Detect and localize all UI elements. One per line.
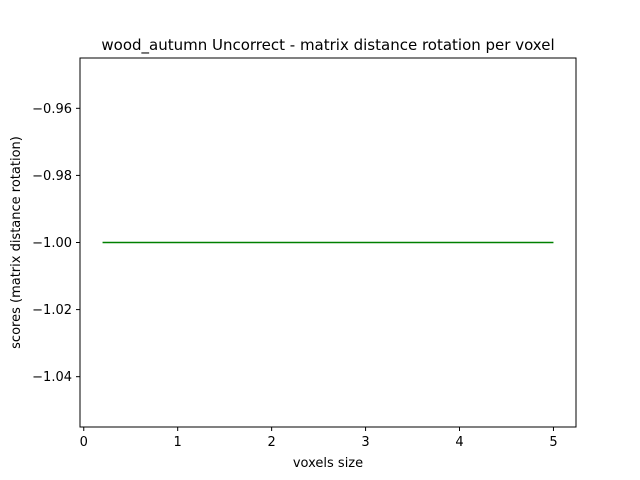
- x-axis-label: voxels size: [293, 456, 363, 471]
- y-axis-label: scores (matrix distance rotation): [9, 136, 24, 349]
- x-tick-label: 5: [549, 435, 557, 450]
- y-tick-label: −0.98: [32, 169, 72, 184]
- x-axis-ticks: 0 1 2 3 4 5: [80, 427, 558, 450]
- y-tick-label: −1.02: [32, 303, 72, 318]
- chart-title: wood_autumn Uncorrect - matrix distance …: [101, 36, 554, 55]
- y-tick-label: −0.96: [32, 102, 72, 117]
- x-tick-label: 0: [80, 435, 88, 450]
- y-tick-label: −1.00: [32, 236, 72, 251]
- y-tick-label: −1.04: [32, 370, 72, 385]
- x-tick-label: 1: [174, 435, 182, 450]
- x-tick-label: 4: [455, 435, 463, 450]
- x-tick-label: 2: [267, 435, 275, 450]
- x-tick-label: 3: [361, 435, 369, 450]
- y-axis-ticks: −0.96 −0.98 −1.00 −1.02 −1.04: [32, 102, 80, 385]
